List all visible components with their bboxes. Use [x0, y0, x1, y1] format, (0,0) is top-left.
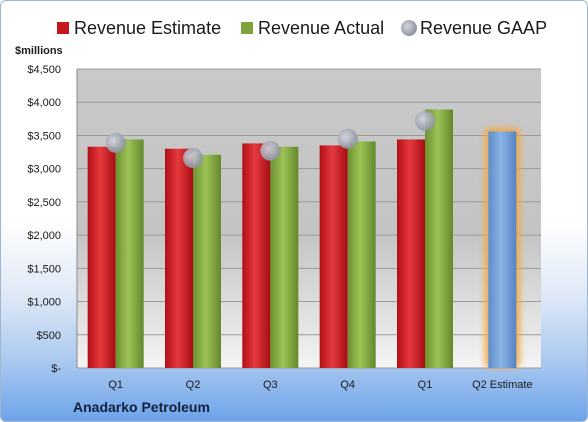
marker-revenue-gaap — [337, 128, 358, 149]
bar-revenue-estimate — [319, 145, 348, 368]
marker-revenue-gaap — [105, 132, 126, 153]
plot-area — [77, 69, 541, 368]
y-tick-label: $4,000 — [27, 97, 61, 109]
x-axis: Q1 Q2 Q3 Q4 Q1 Q2 Estimate — [108, 379, 532, 391]
legend-swatch — [401, 20, 417, 36]
y-tick-label: $2,000 — [27, 230, 61, 242]
x-tick-label: Q2 — [186, 379, 201, 391]
y-tick-label: $2,500 — [27, 197, 61, 209]
legend-swatch — [57, 22, 69, 34]
y-tick-label: $3,500 — [27, 130, 61, 142]
bar-revenue-estimate — [242, 143, 271, 368]
y-tick-label: $1,500 — [27, 263, 61, 275]
bar-revenue-actual — [270, 146, 299, 368]
y-tick-label: $3,000 — [27, 164, 61, 176]
company-name: Anadarko Petroleum — [73, 399, 210, 415]
bar-revenue-actual — [425, 109, 453, 368]
y-tick-label: $4,500 — [27, 64, 61, 76]
y-tick-label: $1,000 — [27, 297, 61, 309]
legend-label: Revenue Actual — [258, 18, 384, 38]
bar-revenue-actual — [193, 154, 221, 368]
unit-label: $millions — [15, 45, 63, 57]
marker-revenue-gaap — [183, 148, 203, 169]
y-tick-label: $500 — [37, 330, 61, 342]
legend-swatch — [241, 22, 253, 34]
gridlines — [77, 68, 541, 369]
x-tick-label: Q1 — [108, 379, 123, 391]
legend-label: Revenue GAAP — [420, 18, 547, 38]
bar-revenue-estimate — [488, 131, 517, 368]
gaap-markers — [105, 110, 435, 169]
bar-revenue-actual — [115, 139, 144, 368]
x-tick-label: Q4 — [340, 379, 355, 391]
bars — [87, 109, 521, 368]
x-tick-label: Q3 — [263, 379, 278, 391]
x-tick-label: Q2 Estimate — [472, 379, 533, 391]
y-tick-label: $- — [51, 363, 61, 375]
bar-revenue-actual — [347, 141, 376, 368]
y-axis: $- $500 $1,000 $1,500 $2,000 $2,500 $3,000 $3,5… — [27, 64, 78, 375]
legend: Revenue Estimate Revenue Actual Revenue GA… — [57, 18, 547, 38]
bar-revenue-estimate — [87, 146, 116, 368]
x-tick-label: Q1 — [418, 379, 433, 391]
legend-label: Revenue Estimate — [74, 18, 221, 38]
bar-revenue-estimate — [397, 139, 425, 368]
marker-revenue-gaap — [415, 110, 435, 131]
marker-revenue-gaap — [260, 140, 281, 161]
bar-revenue-estimate — [165, 148, 193, 368]
